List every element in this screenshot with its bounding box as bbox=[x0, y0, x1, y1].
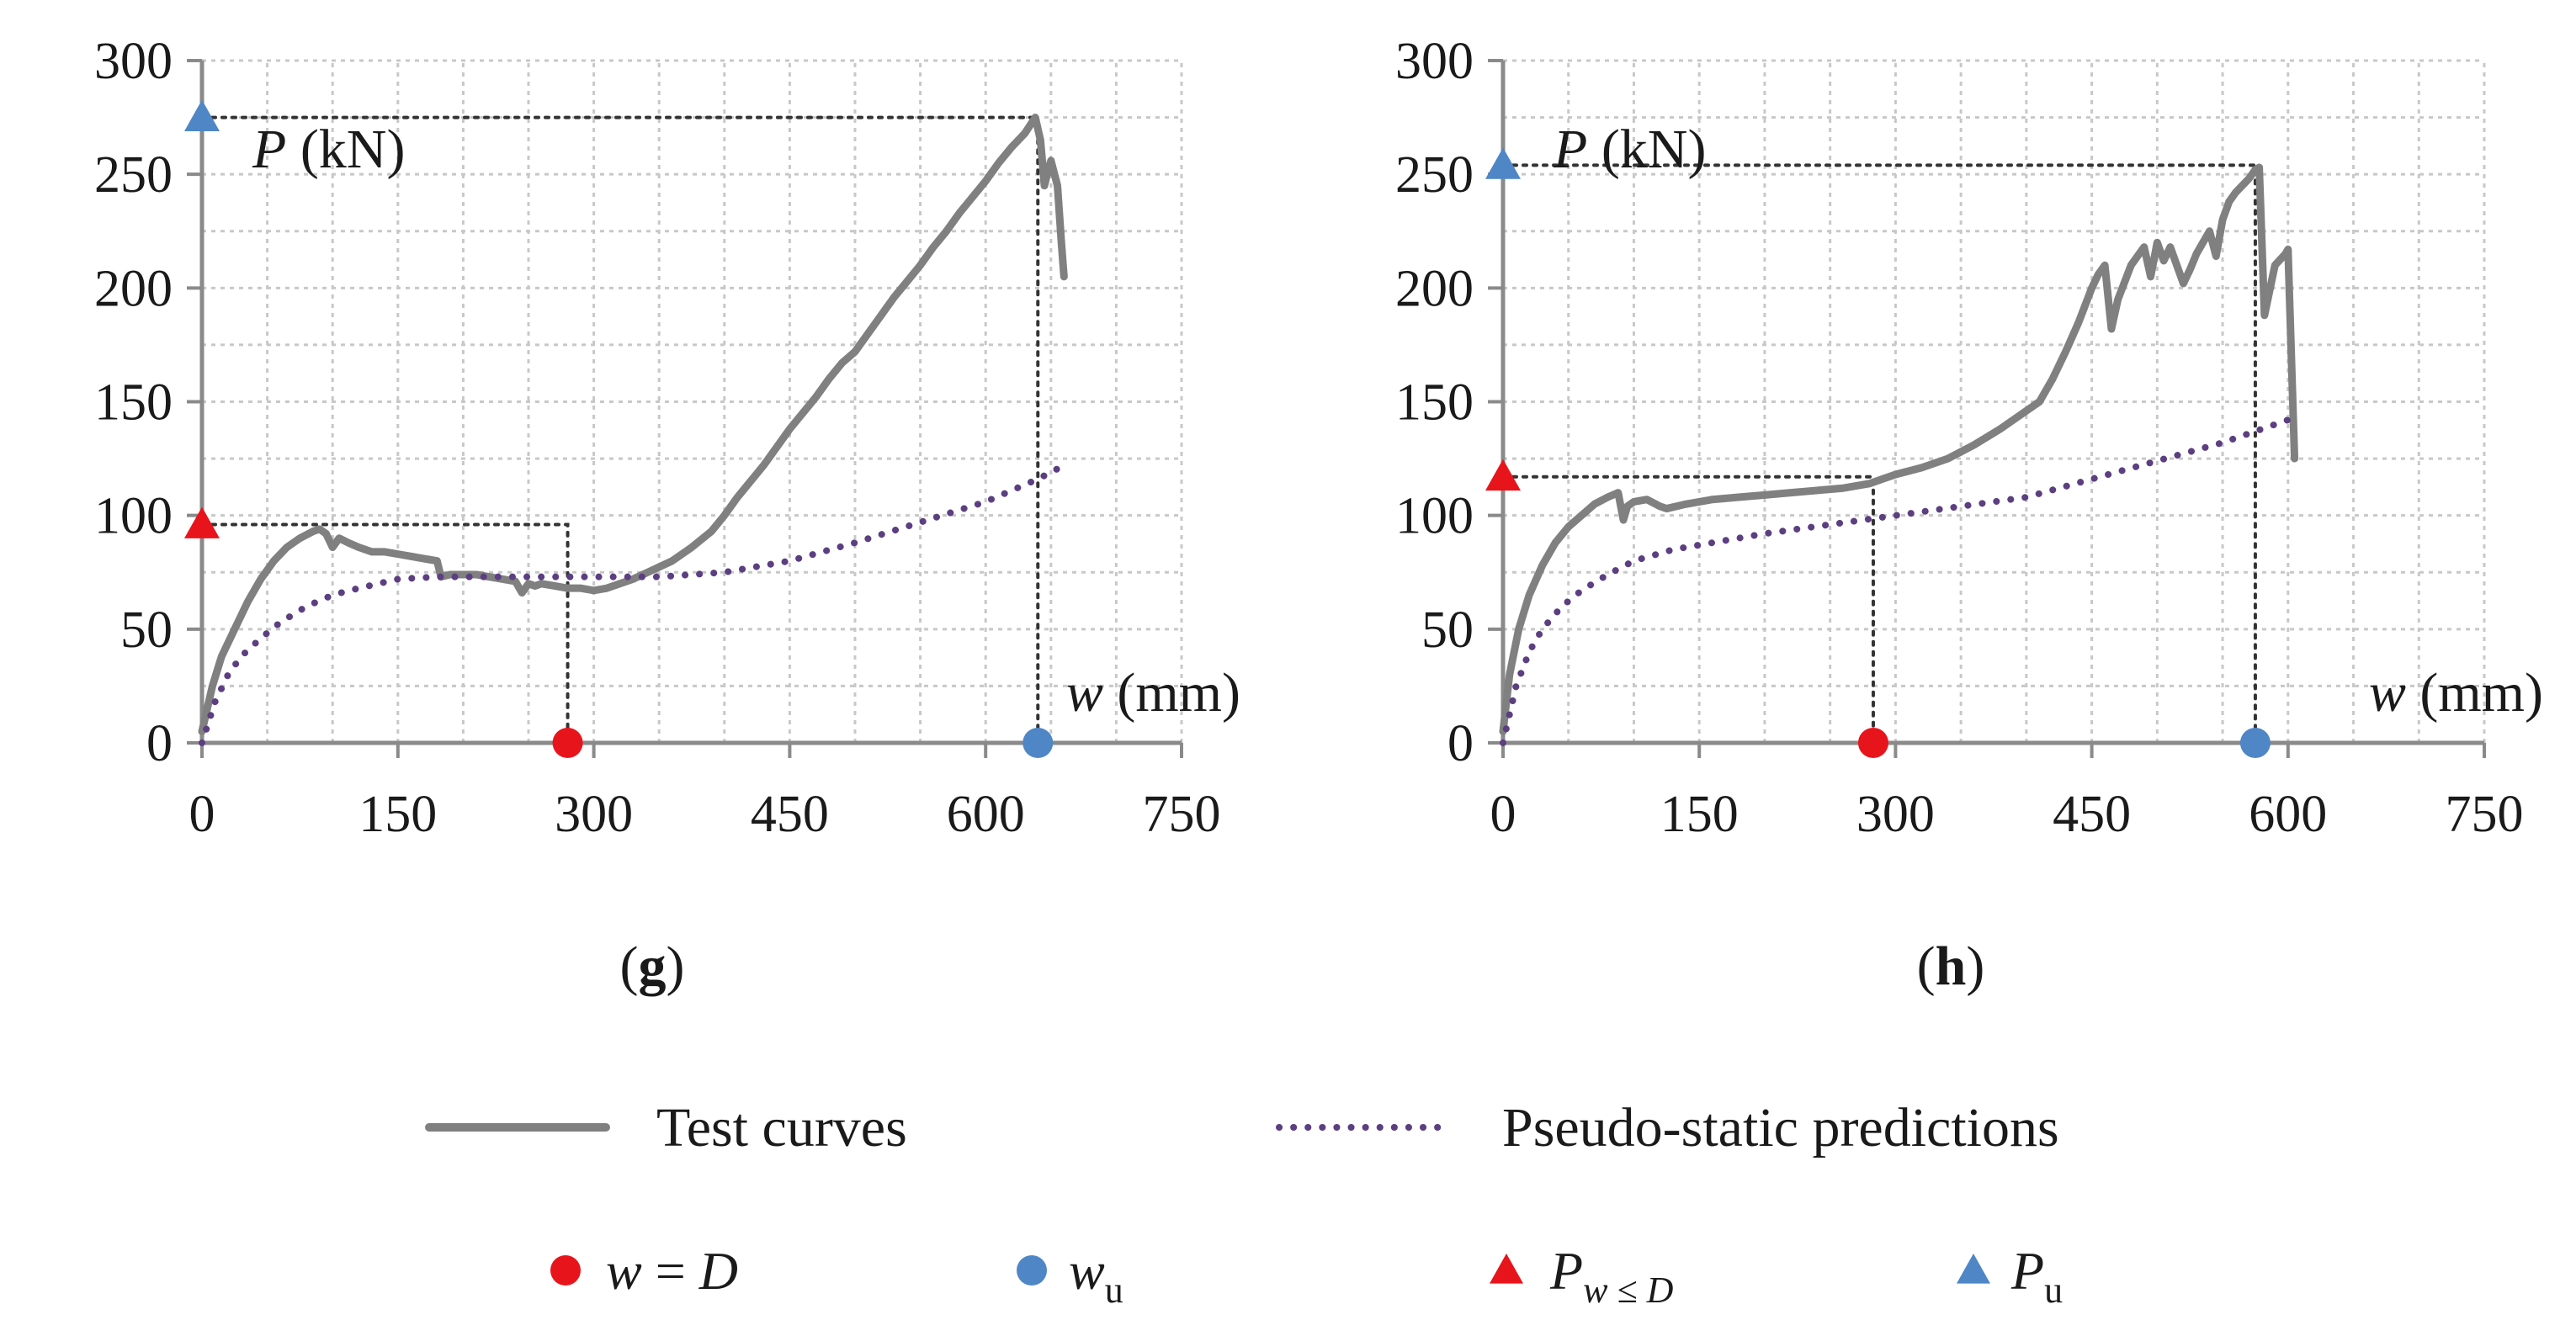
x-tick-label: 300 bbox=[555, 786, 633, 843]
x-tick-label: 300 bbox=[1856, 786, 1935, 843]
legend-label: Pseudo-static predictions bbox=[1502, 1097, 2059, 1158]
y-tick-label: 100 bbox=[94, 488, 173, 545]
x-tick-label: 600 bbox=[2249, 786, 2327, 843]
series-pseudo-static-predictions bbox=[1500, 416, 2292, 746]
legend-marker-triangle bbox=[1957, 1254, 1990, 1284]
panel-label: (g) bbox=[620, 936, 685, 997]
marker-p-w-le-d bbox=[184, 506, 220, 538]
y-tick-label: 300 bbox=[1395, 33, 1474, 90]
marker-w-u bbox=[2239, 728, 2271, 758]
legend-marker-label: Pw ≤ D bbox=[1549, 1241, 1674, 1311]
guide-line bbox=[200, 115, 1040, 745]
panel-label: (h) bbox=[1917, 936, 1985, 997]
x-axis-label: w (mm) bbox=[2369, 662, 2543, 724]
guide-line bbox=[1501, 163, 2257, 745]
x-tick-label: 450 bbox=[2053, 786, 2131, 843]
x-tick-label: 0 bbox=[1490, 786, 1516, 843]
guide-lines bbox=[200, 115, 1040, 745]
x-tick-label: 750 bbox=[2446, 786, 2524, 843]
grid-lines bbox=[200, 59, 1183, 743]
legend: Test curves Pseudo-static predictions w = … bbox=[425, 1097, 2063, 1311]
x-tick-label: 150 bbox=[359, 786, 437, 843]
legend-marker-circle bbox=[550, 1255, 581, 1286]
series-lines bbox=[1499, 163, 2299, 746]
axis-labels: P (kN) w (mm) (h) bbox=[1553, 119, 2543, 997]
x-tick-label: 450 bbox=[751, 786, 829, 843]
legend-marker-label: Pu bbox=[2010, 1241, 2063, 1311]
guide-line bbox=[1501, 474, 1875, 745]
legend-label: Test curves bbox=[656, 1097, 907, 1158]
y-tick-label: 150 bbox=[1395, 374, 1474, 432]
y-tick-label: 200 bbox=[94, 260, 173, 317]
y-axis-label: P (kN) bbox=[252, 119, 405, 180]
legend-marker-circle bbox=[1017, 1255, 1047, 1286]
x-tick-label: 600 bbox=[947, 786, 1025, 843]
legend-marker-triangle bbox=[1490, 1254, 1523, 1284]
legend-marker-label: wu bbox=[1069, 1241, 1123, 1311]
y-tick-label: 250 bbox=[1395, 146, 1474, 204]
y-tick-label: 0 bbox=[146, 715, 173, 772]
y-tick-label: 250 bbox=[94, 146, 173, 204]
x-tick-label: 750 bbox=[1143, 786, 1221, 843]
axis-labels: P (kN) w (mm) (g) bbox=[252, 119, 1240, 997]
marker-p-u bbox=[184, 99, 220, 131]
guide-lines bbox=[1501, 163, 2257, 745]
y-tick-label: 100 bbox=[1395, 488, 1474, 545]
y-tick-label: 300 bbox=[94, 33, 173, 90]
x-axis-label: w (mm) bbox=[1066, 662, 1240, 724]
key-point-markers bbox=[184, 99, 1054, 758]
series-pseudo-static-predictions bbox=[199, 462, 1068, 746]
y-tick-label: 200 bbox=[1395, 260, 1474, 317]
y-tick-label: 0 bbox=[1447, 715, 1474, 772]
guide-line bbox=[200, 522, 570, 745]
legend-marker-label: w = D bbox=[606, 1241, 738, 1301]
marker-p-w-le-d bbox=[1485, 459, 1521, 491]
series-test-curve bbox=[1499, 163, 2299, 735]
marker-w-equals-d bbox=[552, 728, 583, 758]
key-point-markers bbox=[1485, 147, 2271, 758]
marker-p-u bbox=[1485, 147, 1521, 179]
y-tick-label: 150 bbox=[94, 374, 173, 432]
series-lines bbox=[198, 114, 1068, 746]
chart-panel-h: 0 150 300 450 600 750 0 50 100 150 200 250 300 P (kN… bbox=[1395, 33, 2543, 997]
marker-w-equals-d bbox=[1857, 728, 1888, 758]
x-tick-label: 0 bbox=[189, 786, 215, 843]
x-tick-label: 150 bbox=[1660, 786, 1739, 843]
marker-w-u bbox=[1022, 728, 1054, 758]
series-test-curve bbox=[198, 114, 1068, 735]
y-tick-label: 50 bbox=[120, 602, 173, 659]
y-axis-label: P (kN) bbox=[1553, 119, 1706, 180]
y-tick-label: 50 bbox=[1421, 602, 1474, 659]
tick-labels: 0 150 300 450 600 750 0 50 100 150 200 250 300 bbox=[1395, 33, 2524, 843]
chart-panel-g: 0 150 300 450 600 750 0 50 100 150 200 250 300 P (kN… bbox=[94, 33, 1240, 997]
tick-labels: 0 150 300 450 600 750 0 50 100 150 200 250 300 bbox=[94, 33, 1221, 843]
